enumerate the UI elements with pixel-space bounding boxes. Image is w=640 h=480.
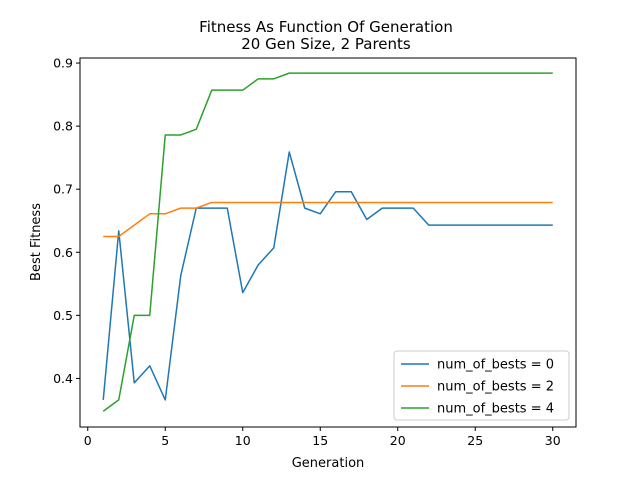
series-line-2 bbox=[102, 72, 553, 412]
plot-frame bbox=[79, 57, 577, 428]
legend-label-0: num_of_bests = 0 bbox=[437, 358, 554, 373]
x-tick-label: 15 bbox=[312, 433, 328, 448]
y-tick-label: 0.4 bbox=[53, 371, 73, 386]
chart-title: Fitness As Function Of Generation bbox=[199, 18, 453, 36]
x-tick-label: 0 bbox=[84, 433, 92, 448]
legend-box bbox=[393, 350, 570, 421]
y-tick-label: 0.6 bbox=[53, 245, 73, 260]
x-tick-label: 10 bbox=[235, 433, 251, 448]
x-axis-label: Generation bbox=[292, 456, 365, 471]
series-line-1 bbox=[103, 201, 553, 238]
y-tick-label: 0.8 bbox=[53, 119, 73, 134]
x-tick-label: 25 bbox=[467, 433, 483, 448]
y-tick-label: 0.9 bbox=[53, 56, 73, 71]
x-tick-label: 30 bbox=[545, 433, 561, 448]
legend-label-2: num_of_bests = 4 bbox=[437, 402, 554, 417]
y-tick-label: 0.5 bbox=[53, 308, 73, 323]
axis-ticks: 0 5 10 15 20 25 30 0.4 0.5 0.6 0.7 0.8 0.9 bbox=[53, 56, 561, 448]
y-tick-label: 0.7 bbox=[53, 182, 73, 197]
plot-lines bbox=[102, 72, 553, 412]
legend-label-1: num_of_bests = 2 bbox=[437, 380, 554, 395]
chart-subtitle: 20 Gen Size, 2 Parents bbox=[241, 35, 411, 53]
legend: num_of_bests = 0 num_of_bests = 2 num_of_b… bbox=[393, 350, 570, 421]
x-tick-label: 5 bbox=[161, 433, 169, 448]
y-axis-label: Best Fitness bbox=[29, 203, 44, 281]
x-tick-label: 20 bbox=[390, 433, 406, 448]
